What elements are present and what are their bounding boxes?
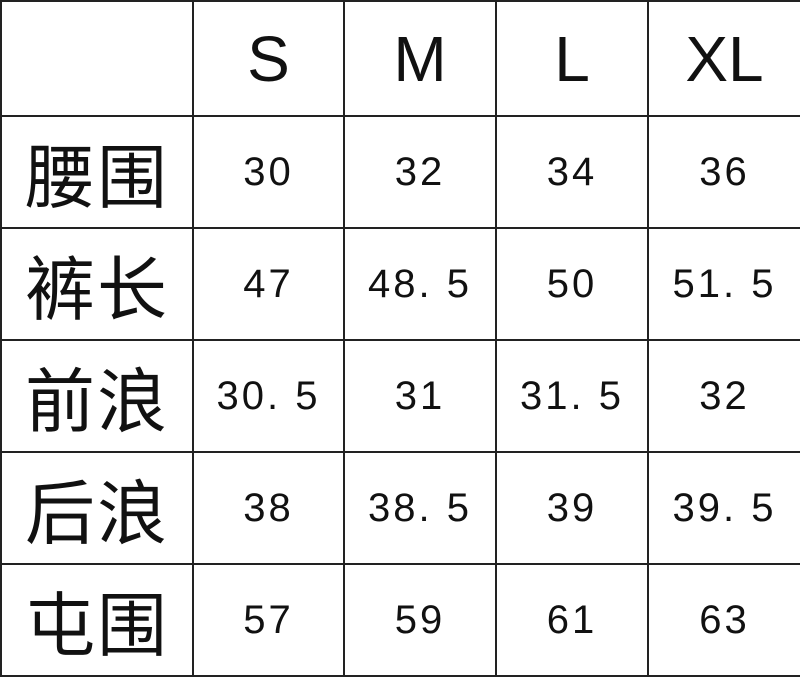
- measurement-cell: 38: [192, 451, 345, 565]
- measurement-cell: 30. 5: [192, 339, 345, 453]
- measurement-cell: 30: [192, 115, 345, 229]
- size-header-m: M: [343, 0, 497, 117]
- measurement-cell: 48. 5: [343, 227, 497, 341]
- row-label: 腰围: [0, 115, 194, 229]
- measurement-cell: 57: [192, 563, 345, 677]
- size-header-s: S: [192, 0, 345, 117]
- header-row: S M L XL: [0, 0, 800, 117]
- measurement-cell: 31: [343, 339, 497, 453]
- table-row: 裤长 47 48. 5 50 51. 5: [0, 227, 800, 341]
- measurement-cell: 61: [495, 563, 649, 677]
- size-header-xl: XL: [647, 0, 800, 117]
- measurement-cell: 31. 5: [495, 339, 649, 453]
- measurement-cell: 36: [647, 115, 800, 229]
- measurement-cell: 32: [647, 339, 800, 453]
- table-row: 屯围 57 59 61 63: [0, 563, 800, 677]
- row-label: 屯围: [0, 563, 194, 677]
- row-label: 裤长: [0, 227, 194, 341]
- measurement-cell: 51. 5: [647, 227, 800, 341]
- row-label: 前浪: [0, 339, 194, 453]
- measurement-cell: 39: [495, 451, 649, 565]
- measurement-cell: 39. 5: [647, 451, 800, 565]
- size-header-l: L: [495, 0, 649, 117]
- table-row: 后浪 38 38. 5 39 39. 5: [0, 451, 800, 565]
- measurement-cell: 59: [343, 563, 497, 677]
- measurement-cell: 34: [495, 115, 649, 229]
- measurement-cell: 50: [495, 227, 649, 341]
- table-row: 腰围 30 32 34 36: [0, 115, 800, 229]
- measurement-cell: 32: [343, 115, 497, 229]
- row-label: 后浪: [0, 451, 194, 565]
- corner-cell: [0, 0, 194, 117]
- measurement-cell: 63: [647, 563, 800, 677]
- measurement-cell: 38. 5: [343, 451, 497, 565]
- table-row: 前浪 30. 5 31 31. 5 32: [0, 339, 800, 453]
- measurement-cell: 47: [192, 227, 345, 341]
